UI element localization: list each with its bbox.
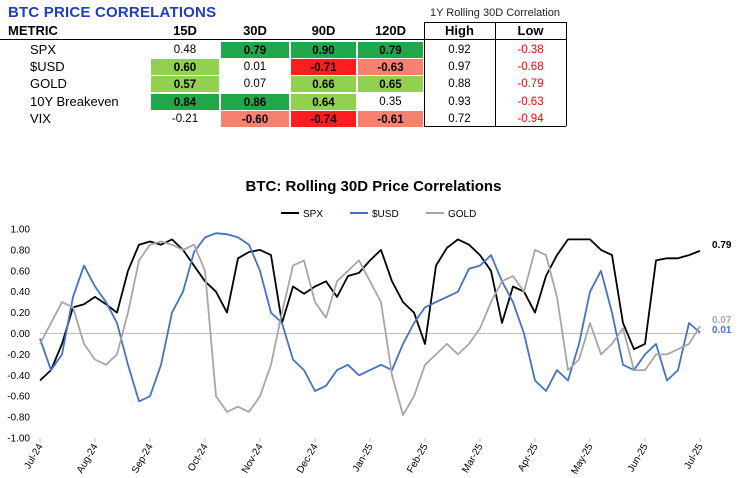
y-tick-label: 1.00 xyxy=(11,225,31,236)
x-tick-label: Jun-25 xyxy=(626,442,651,474)
end-value-label: 0.07 xyxy=(712,315,732,326)
cell-d30: 0.01 xyxy=(243,61,267,74)
x-tick-label: Mar-25 xyxy=(460,442,486,475)
rolling-left-border xyxy=(424,22,425,126)
x-tick-label: Nov-24 xyxy=(240,442,266,476)
header-30d: 30D xyxy=(243,23,267,38)
cell-high: 0.93 xyxy=(448,95,471,108)
x-tick-label: Jul-24 xyxy=(22,442,45,471)
metric-label: SPX xyxy=(30,42,57,57)
cell-d90: 0.90 xyxy=(290,41,357,59)
cell-d15: 0.57 xyxy=(150,75,220,94)
cell-d120: 0.35 xyxy=(379,95,402,108)
x-tick-label: Aug-24 xyxy=(75,442,101,476)
y-tick-label: -0.20 xyxy=(7,350,30,361)
header-high: High xyxy=(445,23,474,38)
x-tick-label: Sep-24 xyxy=(130,442,156,476)
cell-d15: -0.21 xyxy=(171,112,199,125)
metric-label: $USD xyxy=(30,59,65,75)
y-tick-label: -1.00 xyxy=(7,434,30,445)
rolling-right-border xyxy=(566,22,567,126)
chart-title: BTC: Rolling 30D Price Correlations xyxy=(245,178,502,195)
y-tick-label: 0.60 xyxy=(11,266,31,277)
cell-high: 0.97 xyxy=(448,61,471,74)
y-tick-label: 0.20 xyxy=(11,308,31,319)
end-value-label: 0.79 xyxy=(712,240,732,251)
cell-d90: 0.66 xyxy=(290,75,357,94)
x-tick-label: Dec-24 xyxy=(295,442,321,476)
metric-label: VIX xyxy=(30,110,51,126)
metric-label: GOLD xyxy=(30,76,67,92)
series-line-usd xyxy=(39,232,701,403)
cell-d90: -0.71 xyxy=(290,58,357,77)
legend-label: $USD xyxy=(372,209,399,220)
cell-d30: -0.60 xyxy=(220,109,290,128)
cell-d90: -0.74 xyxy=(290,109,357,128)
cell-d30: 0.79 xyxy=(220,41,290,59)
cell-low: -0.38 xyxy=(517,44,544,56)
x-tick-label: Jul-25 xyxy=(682,442,705,471)
header-90d: 90D xyxy=(311,23,336,38)
cell-high: 0.88 xyxy=(448,78,471,91)
cell-low: -0.68 xyxy=(517,61,544,74)
x-tick-label: Feb-25 xyxy=(405,442,431,475)
series-line-gold xyxy=(39,240,701,416)
correlation-chart: 1.00 0.80 0.60 0.40 0.20 0.00 -0.20 -0.40 -0.60 -… xyxy=(7,209,732,477)
y-tick-label: 0.00 xyxy=(11,329,31,340)
metric-label: 10Y Breakeven xyxy=(30,93,119,109)
cell-d120: 0.65 xyxy=(357,75,424,94)
cell-d30: 0.86 xyxy=(220,92,290,111)
legend-label: GOLD xyxy=(448,209,476,220)
cell-d90: 0.64 xyxy=(290,92,357,111)
x-tick-label: Oct-24 xyxy=(186,442,211,474)
header-15d: 15D xyxy=(173,23,197,38)
header-metric: METRIC xyxy=(8,23,58,38)
cell-low: -0.94 xyxy=(517,112,544,125)
header-low: Low xyxy=(517,23,544,38)
x-tick-label: Jan-25 xyxy=(351,442,376,474)
y-tick-label: -0.60 xyxy=(7,392,30,403)
rolling-caption: 1Y Rolling 30D Correlation xyxy=(429,7,561,19)
y-tick-label: -0.80 xyxy=(7,413,30,424)
cell-d15: 0.48 xyxy=(173,44,197,56)
rolling-top-border xyxy=(424,22,566,23)
y-tick-label: 0.40 xyxy=(11,287,31,298)
cell-d30: 0.07 xyxy=(243,78,267,91)
legend-label: SPX xyxy=(303,209,323,220)
rolling-mid-border xyxy=(495,22,496,126)
rolling-bottom-border xyxy=(424,126,566,127)
header-divider xyxy=(0,39,566,40)
x-tick-label: May-25 xyxy=(569,442,595,477)
cell-d120: -0.63 xyxy=(357,58,424,77)
cell-d120: 0.79 xyxy=(357,41,424,59)
cell-d15: 0.84 xyxy=(150,92,220,111)
cell-high: 0.72 xyxy=(448,112,471,125)
end-value-label: 0.01 xyxy=(712,325,732,336)
header-120d: 120D xyxy=(374,23,407,38)
cell-d15: 0.60 xyxy=(150,58,220,77)
y-tick-label: -0.40 xyxy=(7,371,30,382)
table-title: BTC PRICE CORRELATIONS xyxy=(8,4,217,21)
cell-low: -0.79 xyxy=(517,78,544,91)
x-tick-label: Apr-25 xyxy=(516,442,541,474)
series-line-spx xyxy=(39,238,701,382)
cell-low: -0.63 xyxy=(517,95,544,108)
cell-high: 0.92 xyxy=(448,44,471,56)
cell-d120: -0.61 xyxy=(357,109,424,128)
y-tick-label: 0.80 xyxy=(11,245,31,256)
